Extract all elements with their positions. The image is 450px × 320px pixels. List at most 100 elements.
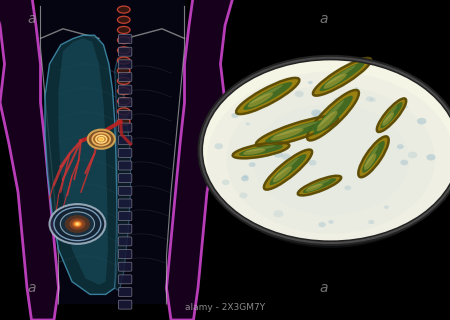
Circle shape: [311, 109, 322, 117]
Circle shape: [344, 185, 351, 190]
Polygon shape: [115, 58, 130, 291]
Circle shape: [312, 110, 322, 117]
Circle shape: [274, 151, 283, 158]
Ellipse shape: [362, 141, 385, 173]
Circle shape: [328, 220, 334, 224]
Text: a: a: [320, 281, 328, 295]
Circle shape: [308, 160, 317, 165]
Circle shape: [258, 150, 265, 154]
Circle shape: [60, 212, 94, 236]
FancyBboxPatch shape: [118, 287, 132, 296]
FancyBboxPatch shape: [118, 300, 132, 309]
FancyBboxPatch shape: [118, 73, 132, 82]
Circle shape: [281, 153, 290, 160]
Ellipse shape: [117, 77, 130, 84]
Circle shape: [318, 222, 326, 227]
FancyBboxPatch shape: [118, 174, 132, 183]
Ellipse shape: [358, 136, 389, 177]
Circle shape: [370, 97, 376, 102]
Circle shape: [279, 80, 284, 84]
Ellipse shape: [307, 90, 359, 140]
Circle shape: [397, 144, 404, 149]
Circle shape: [384, 205, 389, 209]
Circle shape: [355, 87, 358, 90]
Circle shape: [222, 180, 230, 185]
Circle shape: [74, 222, 81, 226]
FancyBboxPatch shape: [118, 35, 132, 44]
FancyBboxPatch shape: [118, 212, 132, 220]
Circle shape: [264, 136, 268, 140]
Circle shape: [364, 170, 371, 174]
Circle shape: [332, 106, 341, 112]
FancyBboxPatch shape: [118, 136, 132, 145]
Circle shape: [417, 118, 427, 124]
Circle shape: [333, 97, 344, 105]
Circle shape: [427, 154, 436, 161]
Circle shape: [76, 223, 79, 225]
Circle shape: [408, 152, 418, 158]
Ellipse shape: [317, 100, 344, 128]
FancyBboxPatch shape: [118, 224, 132, 233]
Ellipse shape: [243, 148, 266, 155]
Circle shape: [50, 204, 105, 244]
Circle shape: [252, 144, 260, 149]
Polygon shape: [0, 0, 58, 320]
Ellipse shape: [117, 108, 130, 115]
Ellipse shape: [273, 157, 299, 179]
Ellipse shape: [233, 142, 289, 158]
Ellipse shape: [117, 47, 130, 54]
FancyBboxPatch shape: [118, 110, 132, 119]
Ellipse shape: [306, 184, 323, 192]
Circle shape: [246, 123, 250, 125]
Ellipse shape: [317, 111, 338, 131]
Ellipse shape: [117, 27, 130, 34]
Circle shape: [366, 96, 374, 102]
FancyBboxPatch shape: [118, 47, 132, 56]
Ellipse shape: [380, 102, 403, 128]
Circle shape: [200, 58, 450, 243]
Ellipse shape: [273, 166, 292, 182]
Text: a: a: [27, 12, 36, 26]
Text: alamy - 2X3GM7Y: alamy - 2X3GM7Y: [185, 303, 265, 312]
FancyBboxPatch shape: [118, 275, 132, 284]
Ellipse shape: [313, 58, 371, 96]
Circle shape: [88, 130, 115, 149]
Ellipse shape: [377, 98, 406, 132]
Ellipse shape: [273, 122, 318, 137]
Circle shape: [368, 220, 374, 224]
Ellipse shape: [117, 118, 130, 125]
Circle shape: [273, 210, 284, 217]
Ellipse shape: [364, 154, 376, 170]
Ellipse shape: [243, 82, 292, 110]
Ellipse shape: [271, 128, 304, 140]
Ellipse shape: [117, 6, 130, 13]
Ellipse shape: [117, 98, 130, 105]
Ellipse shape: [117, 16, 130, 23]
Ellipse shape: [382, 105, 397, 124]
FancyBboxPatch shape: [118, 60, 132, 69]
FancyBboxPatch shape: [118, 85, 132, 94]
Circle shape: [231, 113, 239, 118]
Ellipse shape: [364, 145, 379, 167]
Circle shape: [295, 91, 304, 97]
FancyBboxPatch shape: [118, 186, 132, 195]
Circle shape: [241, 176, 249, 181]
Ellipse shape: [324, 65, 356, 85]
Circle shape: [308, 81, 313, 84]
Ellipse shape: [270, 154, 306, 185]
FancyBboxPatch shape: [118, 123, 132, 132]
Circle shape: [99, 137, 104, 141]
Circle shape: [239, 192, 248, 198]
Circle shape: [72, 220, 82, 228]
Circle shape: [215, 143, 223, 149]
Circle shape: [96, 135, 107, 143]
Ellipse shape: [324, 74, 347, 89]
FancyBboxPatch shape: [118, 262, 132, 271]
Ellipse shape: [313, 96, 353, 135]
Circle shape: [69, 218, 86, 230]
Ellipse shape: [117, 36, 130, 44]
Circle shape: [243, 174, 248, 179]
Polygon shape: [58, 38, 108, 285]
Ellipse shape: [265, 120, 329, 143]
Polygon shape: [45, 35, 118, 294]
